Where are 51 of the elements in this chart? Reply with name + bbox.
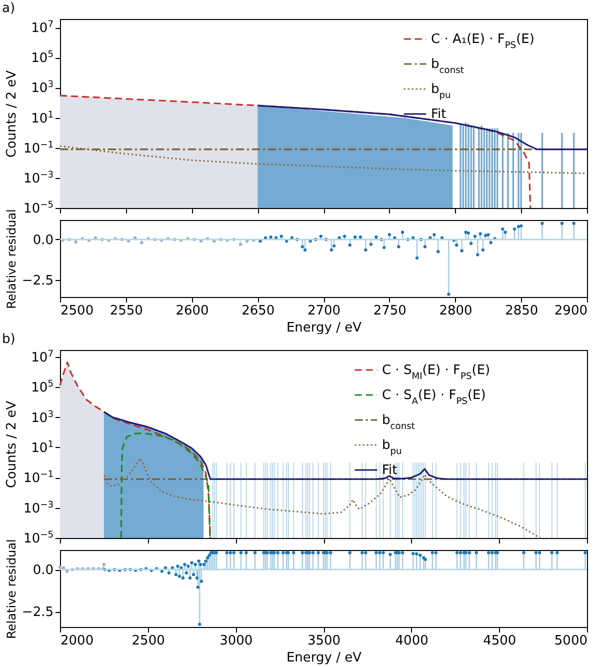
- y-tick-label: 0.0: [32, 563, 54, 578]
- legend-label: Fit: [431, 107, 446, 122]
- x-tick-label: 2700: [307, 304, 341, 318]
- x-tick-label: 2500: [132, 634, 165, 648]
- x-tick-label: 2650: [242, 304, 275, 318]
- x-tick-label: 2850: [505, 304, 538, 318]
- y-tick-label: 10$^{3}$: [31, 80, 54, 96]
- y-tick-label: 10$^{5}$: [31, 380, 54, 396]
- y-tick-label: 10$^{3}$: [31, 410, 54, 426]
- y-tick-label: 10$^{−3}$: [24, 500, 54, 516]
- y-tick-label: 10$^{7}$: [31, 20, 54, 36]
- x-axis-title: Energy / eV: [286, 650, 362, 666]
- legend-label: b$_{const}$: [382, 413, 416, 432]
- chart-title: b): [2, 332, 16, 347]
- legend-label: C · S$_{A}$(E) · F$_{PS}$(E): [382, 388, 486, 407]
- y-tick-label: 10$^{−5}$: [24, 530, 54, 546]
- y-tick-label: 10$^{1}$: [31, 110, 54, 126]
- x-tick-label: 2800: [439, 304, 472, 318]
- y-tick-label: 10$^{5}$: [31, 50, 54, 66]
- x-tick-label: 2900: [554, 304, 588, 318]
- y-tick-label: 10$^{−1}$: [24, 470, 54, 486]
- x-tick-label: 3500: [307, 634, 341, 648]
- y-tick-label: −2.5: [22, 273, 54, 288]
- legend-label: b$_{const}$: [431, 57, 464, 76]
- y-axis-title: Counts / 2 eV: [4, 400, 20, 488]
- x-tick-label: 4000: [395, 634, 428, 648]
- x-tick-label: 2500: [60, 304, 94, 318]
- y-axis-title: Relative residual: [4, 539, 18, 639]
- x-tick-label: 2600: [176, 304, 209, 318]
- legend-label: b$_{pu}$: [431, 82, 451, 101]
- y-axis-title: Relative residual: [4, 209, 18, 309]
- y-tick-label: 10$^{−5}$: [24, 200, 54, 216]
- y-tick-label: 10$^{7}$: [31, 349, 54, 366]
- x-tick-label: 4500: [483, 634, 516, 648]
- x-axis-title: Energy / eV: [286, 320, 362, 336]
- legend-label: b$_{pu}$: [382, 438, 402, 457]
- chart-title: a): [2, 1, 16, 16]
- legend-label: C · A₁(E) · F$_{PS}$(E): [431, 32, 534, 51]
- x-tick-label: 5000: [554, 634, 588, 648]
- y-tick-label: 10$^{−1}$: [24, 140, 54, 156]
- legend-label: Fit: [382, 463, 398, 478]
- x-tick-label: 3000: [220, 634, 253, 648]
- legend-label: C · S$_{MI}$(E) · F$_{PS}$(E): [382, 363, 490, 382]
- y-tick-label: −2.5: [22, 605, 54, 620]
- x-tick-label: 2750: [373, 304, 406, 318]
- y-axis-title: Counts / 2 eV: [4, 70, 20, 158]
- x-tick-label: 2000: [60, 634, 94, 648]
- y-tick-label: 10$^{1}$: [31, 440, 54, 456]
- y-tick-label: 10$^{−3}$: [24, 170, 54, 186]
- x-tick-label: 2550: [110, 304, 143, 318]
- y-tick-label: 0.0: [32, 232, 54, 248]
